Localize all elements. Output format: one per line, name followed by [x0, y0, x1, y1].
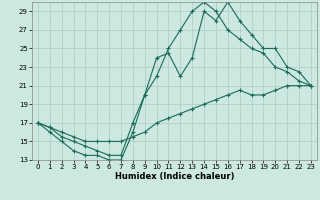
X-axis label: Humidex (Indice chaleur): Humidex (Indice chaleur): [115, 172, 234, 181]
